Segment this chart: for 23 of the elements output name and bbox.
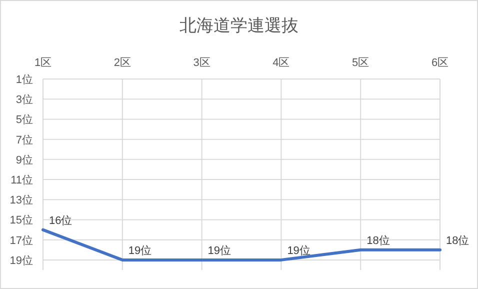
y-tick-label: 11位: [10, 174, 33, 187]
data-label: 19位: [208, 244, 232, 257]
x-tick-label: 2区: [114, 57, 131, 69]
x-tick-label: 5区: [352, 57, 370, 69]
y-tick-label: 3位: [16, 94, 33, 106]
y-tick-label: 17位: [10, 234, 33, 247]
x-tick-label: 1区: [34, 57, 52, 69]
data-label: 19位: [287, 244, 310, 257]
y-tick-label: 15位: [10, 214, 33, 227]
y-tick-label: 9位: [16, 154, 33, 166]
y-tick-label: 1位: [16, 74, 33, 86]
x-tick-label: 4区: [272, 57, 290, 69]
data-label: 18位: [366, 234, 390, 247]
data-label: 19位: [128, 244, 152, 257]
chart-title: 北海道学連選抜: [180, 16, 298, 35]
y-tick-label: 5位: [16, 114, 33, 126]
data-label: 18位: [446, 234, 470, 247]
x-tick-label: 6区: [431, 57, 449, 69]
y-tick-label: 13位: [10, 194, 33, 207]
y-tick-label: 7位: [16, 134, 33, 146]
x-tick-label: 3区: [193, 57, 210, 69]
y-tick-label: 19位: [10, 254, 33, 267]
data-label: 16位: [49, 214, 72, 227]
